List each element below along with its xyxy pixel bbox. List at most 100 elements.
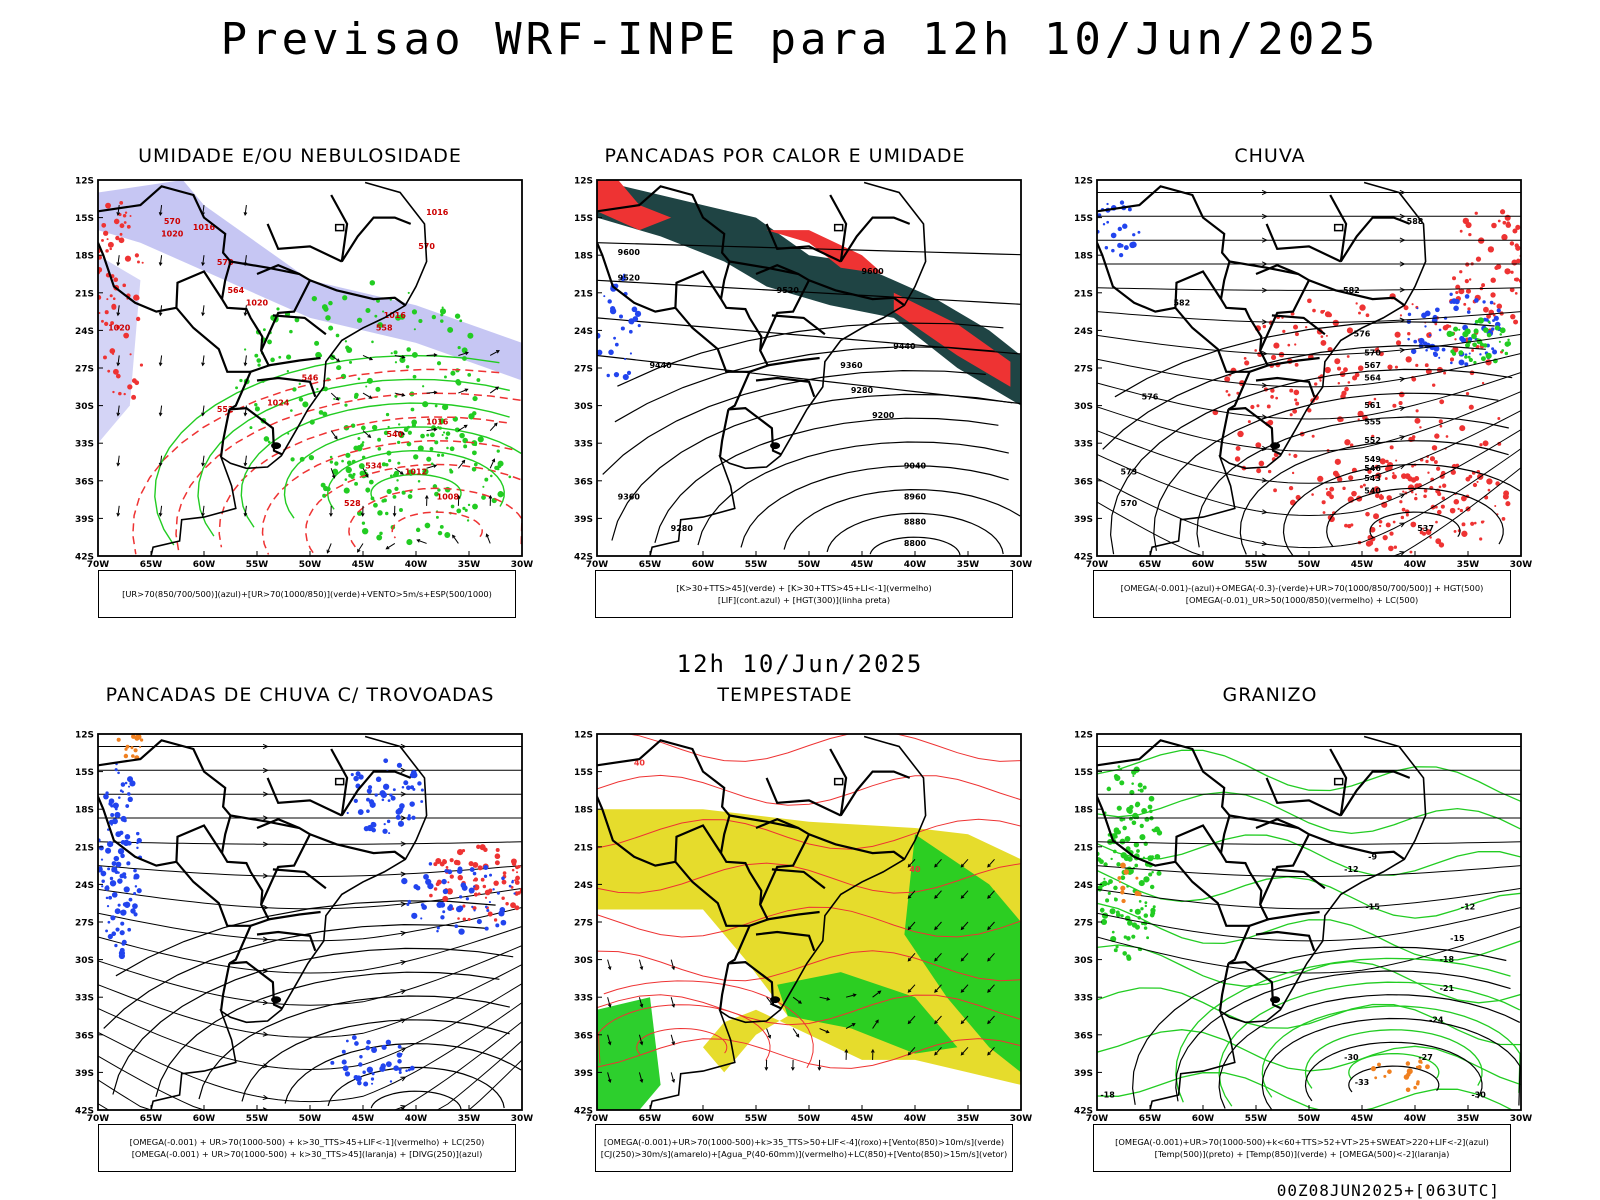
moisture-dot bbox=[454, 313, 461, 319]
lat-tick-label: 27S bbox=[75, 919, 94, 929]
rain-dot bbox=[1504, 351, 1509, 356]
wind-vector bbox=[394, 392, 405, 397]
divergence-dot bbox=[371, 822, 374, 825]
divergence-dot bbox=[110, 823, 113, 826]
contour-line bbox=[611, 393, 1013, 541]
moisture-dot bbox=[105, 202, 111, 209]
precip-water-contour bbox=[626, 734, 1021, 762]
rain-dot bbox=[1468, 352, 1471, 355]
border-line bbox=[1271, 868, 1326, 890]
thunderstorm-dot bbox=[139, 745, 142, 749]
rain-dot bbox=[1423, 494, 1427, 499]
wind-vector bbox=[489, 422, 498, 432]
rain-dot bbox=[1325, 487, 1328, 491]
wind-vector-head bbox=[607, 966, 612, 971]
rain-dot bbox=[1311, 434, 1315, 438]
divergence-dot bbox=[440, 915, 445, 920]
moisture-dot bbox=[417, 479, 421, 483]
rain-dot bbox=[1359, 304, 1366, 311]
divergence-dot bbox=[471, 905, 474, 908]
temp850-dot bbox=[1105, 898, 1110, 903]
rain-dot bbox=[1474, 319, 1479, 324]
divergence-dot bbox=[371, 1047, 378, 1053]
lat-tick-label: 42S bbox=[1074, 1107, 1093, 1117]
wind-vector-head bbox=[817, 1066, 822, 1071]
border-line bbox=[728, 960, 782, 1010]
divergence-dot bbox=[117, 771, 120, 775]
border-line bbox=[829, 748, 911, 817]
streamline-arrow bbox=[1399, 405, 1406, 412]
streamline-arrow bbox=[262, 873, 269, 879]
divergence-dot bbox=[120, 921, 125, 926]
wind-vector bbox=[117, 355, 120, 366]
wind-vector-head bbox=[201, 312, 205, 317]
wind-vector bbox=[638, 959, 643, 970]
moisture-dot bbox=[109, 247, 112, 251]
moisture-dot bbox=[319, 354, 323, 358]
divergence-dot bbox=[436, 926, 440, 930]
moisture-dot bbox=[474, 443, 478, 447]
rain-dot bbox=[1464, 294, 1470, 299]
moisture-dot bbox=[450, 370, 456, 376]
lat-tick-label: 21S bbox=[1074, 289, 1093, 299]
rain-dot bbox=[1501, 349, 1505, 352]
contour-label: 546 bbox=[302, 374, 319, 383]
moisture-dot bbox=[431, 314, 437, 320]
temp850-contour bbox=[1097, 869, 1521, 919]
legend-chuva: [OMEGA(-0.001)-(azul)+OMEGA(-0.3)-(verde… bbox=[1093, 570, 1511, 618]
moisture-dot bbox=[325, 315, 331, 321]
divergence-dot bbox=[120, 782, 126, 787]
contour-label: 8880 bbox=[904, 518, 927, 527]
moisture-dot bbox=[481, 495, 486, 500]
moisture-dot bbox=[497, 491, 504, 498]
thunderstorm-dot bbox=[505, 902, 509, 906]
lon-tick-label: 50W bbox=[299, 560, 322, 570]
divergence-dot bbox=[115, 861, 122, 868]
moisture-dot bbox=[107, 241, 114, 248]
wind-vector bbox=[458, 460, 466, 469]
border-line bbox=[98, 796, 177, 867]
divergence-dot bbox=[136, 831, 140, 836]
thunderstorm-dot bbox=[515, 866, 518, 869]
rain-dot bbox=[1244, 360, 1250, 366]
rain-dot bbox=[1481, 283, 1486, 288]
contour-line bbox=[391, 511, 483, 539]
thunderstorm-dot bbox=[442, 895, 449, 902]
rain-dot bbox=[1459, 229, 1463, 233]
wind-vector bbox=[362, 468, 369, 478]
rain-dot bbox=[1250, 404, 1255, 410]
rain-dot bbox=[1473, 328, 1479, 334]
moisture-dot bbox=[386, 488, 392, 495]
streamline bbox=[1097, 467, 1521, 556]
lat-tick-label: 27S bbox=[1074, 365, 1093, 375]
contour-line bbox=[1218, 994, 1521, 1109]
divergence-dot bbox=[411, 815, 416, 820]
lon-tick-label: 50W bbox=[798, 1114, 821, 1124]
moisture-dot bbox=[292, 387, 297, 392]
divergence-dot bbox=[107, 867, 111, 871]
temp850-dot bbox=[1148, 795, 1155, 802]
legend-line: [OMEGA(-0.01)_UR>50(1000/850)(vermelho) … bbox=[1185, 595, 1419, 605]
temp850-dot bbox=[1134, 802, 1140, 808]
wind-vector-head bbox=[158, 512, 163, 517]
map-granizo: -12-15-18-21-24-27-30-30-33-18-9-12-1512… bbox=[1074, 731, 1532, 1125]
wind-vector bbox=[987, 890, 995, 899]
border-line bbox=[755, 818, 799, 830]
wind-vector-head bbox=[607, 1041, 612, 1046]
rain-dot bbox=[1515, 224, 1521, 230]
moisture-dot bbox=[98, 312, 101, 315]
rain-dot bbox=[1293, 453, 1298, 459]
divergence-dot bbox=[114, 768, 118, 772]
omega-dot bbox=[1416, 1080, 1420, 1084]
divergence-dot bbox=[121, 790, 125, 794]
rain-dot bbox=[1479, 537, 1483, 541]
omega-dot bbox=[1370, 1066, 1377, 1072]
moisture-dot bbox=[445, 431, 451, 436]
convection-core bbox=[766, 230, 884, 274]
rain-dot bbox=[1343, 367, 1348, 373]
rain-dot bbox=[1415, 363, 1419, 367]
temp850-dot bbox=[1126, 954, 1131, 959]
contour-line bbox=[697, 441, 1009, 546]
border-line bbox=[597, 739, 731, 854]
contour-label: 1016 bbox=[426, 417, 449, 426]
